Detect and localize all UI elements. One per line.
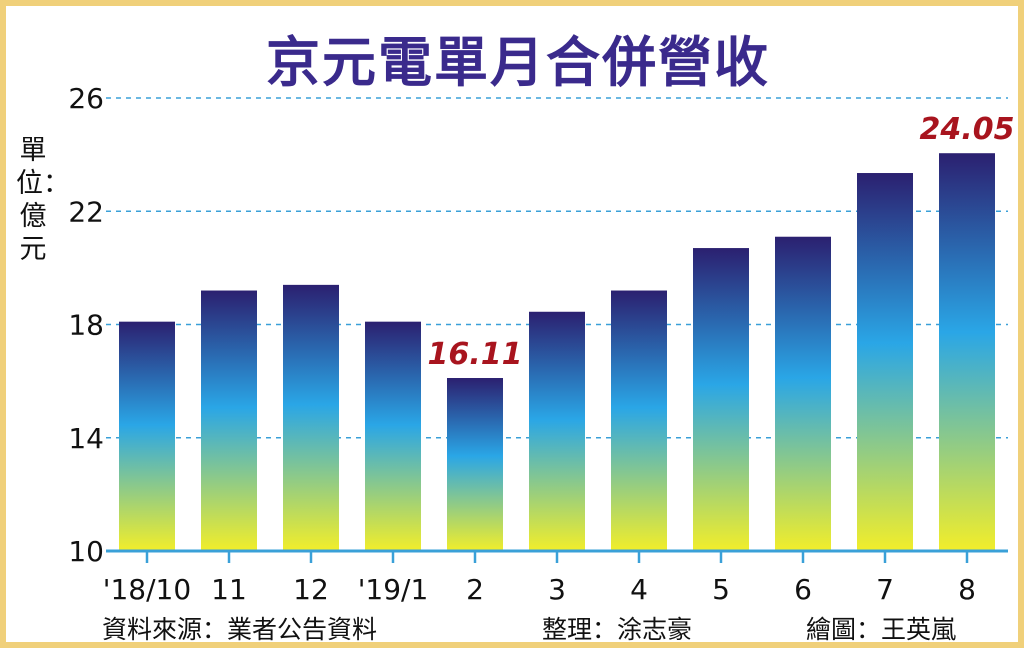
x-axis	[106, 549, 1008, 563]
bar	[693, 248, 749, 551]
data-labels: 16.11 24.05	[428, 112, 1015, 372]
x-tick-label: 8	[958, 573, 976, 606]
y-tick-labels: 10 14 18 22 26	[68, 82, 104, 568]
source-credit: 資料來源：業者公告資料	[102, 615, 378, 644]
y-tick-label: 22	[68, 195, 104, 228]
chart-title: 京元電單月合併營收	[266, 31, 770, 94]
y-tick-label: 10	[68, 535, 104, 568]
x-tick-label: 5	[712, 573, 730, 606]
x-tick-label: 6	[794, 573, 812, 606]
y-tick-label: 14	[68, 422, 104, 455]
x-tick-label: '19/1	[358, 573, 429, 606]
illustrator-credit: 繪圖：王英嵐	[806, 615, 957, 644]
bars	[119, 153, 995, 551]
x-tick-label: 2	[466, 573, 484, 606]
x-tick-label: 4	[630, 573, 648, 606]
x-tick-label: 12	[293, 573, 329, 606]
y-tick-label: 18	[68, 309, 104, 342]
y-tick-label: 26	[68, 82, 104, 115]
bar	[611, 290, 667, 551]
bar	[283, 284, 339, 551]
x-tick-label: 7	[876, 573, 894, 606]
x-tick-label: 11	[211, 573, 247, 606]
bar	[775, 236, 831, 551]
data-label: 24.05	[920, 112, 1015, 147]
editor-credit: 整理：涂志豪	[542, 615, 693, 644]
bar	[447, 378, 503, 551]
bar	[857, 173, 913, 551]
data-label: 16.11	[428, 337, 523, 372]
x-tick-label: 3	[548, 573, 566, 606]
bar-chart: 10 14 18 22 26 '18/10 11 12 '19/1 2 3 4 5 6 7 8 16.11 2…	[68, 82, 1015, 606]
bar	[939, 153, 995, 551]
bar	[365, 321, 421, 551]
bar	[119, 321, 175, 551]
x-tick-label: '18/10	[103, 573, 191, 606]
bar	[529, 311, 585, 551]
bar	[201, 290, 257, 551]
x-tick-labels: '18/10 11 12 '19/1 2 3 4 5 6 7 8	[103, 573, 976, 606]
